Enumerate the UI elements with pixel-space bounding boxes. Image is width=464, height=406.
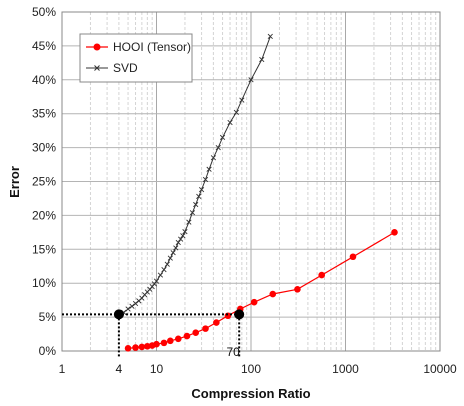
svd-point [161, 267, 167, 273]
legend-svd-marker [94, 65, 100, 71]
svd-point [189, 210, 196, 216]
axis-layer: 0% 5% 10% 15% 20% 25% 30% 35% 40% 45% 50% 1 10 100 100… [32, 5, 457, 376]
svd-point [173, 245, 179, 251]
annotation-layer: 4 70 [62, 309, 245, 376]
legend-hooi-marker [93, 43, 101, 51]
threshold-label: 70 [227, 345, 241, 359]
x-tick-label: 1000 [332, 362, 359, 376]
svd-point [267, 33, 273, 40]
grid-layer [62, 12, 440, 351]
svd-point [239, 97, 245, 103]
svd-point [164, 261, 170, 267]
svd-point [198, 187, 205, 193]
x-tick-label: 1 [59, 362, 66, 376]
svd-point [170, 250, 176, 256]
hooi-point [183, 332, 191, 340]
legend: HOOI (Tensor) SVD [79, 33, 193, 83]
svd-point [125, 306, 131, 312]
y-tick-label: 40% [32, 73, 56, 87]
hooi-point [144, 342, 151, 350]
x-tick-label: 10000 [423, 362, 457, 376]
svd-point [202, 176, 209, 183]
y-tick-label: 45% [32, 39, 56, 53]
hooi-point [153, 340, 160, 348]
hooi-point [167, 337, 174, 345]
svd-point [193, 201, 199, 208]
svd-point [175, 239, 181, 246]
y-tick-label: 10% [32, 276, 56, 290]
y-tick-label: 0% [39, 344, 57, 358]
y-tick-label: 25% [32, 175, 56, 189]
hooi-point [192, 329, 200, 336]
hooi-point [174, 335, 182, 343]
svd-point [210, 155, 217, 161]
hooi-point [202, 325, 209, 332]
y-tick-label: 20% [32, 208, 56, 222]
svd-point [153, 278, 160, 284]
hooi-point [160, 339, 168, 347]
hooi-point [213, 319, 220, 326]
legend-box [79, 33, 193, 83]
threshold-label: 4 [116, 362, 123, 376]
x-axis-title: Compression Ratio [191, 386, 310, 401]
hooi-point [349, 253, 357, 261]
threshold-marker [234, 309, 245, 320]
hooi-point [294, 286, 301, 293]
svd-point [219, 134, 226, 141]
y-axis-title: Error [7, 166, 22, 198]
hooi-point [269, 290, 277, 298]
hooi-point [132, 344, 139, 351]
plot-frame [61, 11, 441, 352]
svd-point [196, 193, 202, 200]
threshold-marker [113, 309, 124, 320]
svd-point [227, 119, 233, 126]
legend-svd-label: SVD [113, 61, 138, 75]
y-tick-label: 30% [32, 141, 56, 155]
svd-point [248, 77, 254, 83]
svd-point [233, 109, 239, 115]
hooi-point [250, 298, 258, 306]
svd-point [157, 272, 164, 278]
svd-point [129, 303, 135, 309]
y-tick-label: 5% [39, 310, 57, 324]
svd-point [167, 255, 173, 261]
svd-point [215, 144, 221, 151]
y-tick-label: 50% [32, 5, 56, 19]
y-tick-label: 15% [32, 242, 56, 256]
svd-point [178, 236, 184, 242]
hooi-point [391, 229, 398, 236]
hooi-point [318, 271, 326, 279]
hooi-point [124, 344, 132, 352]
svd-point [180, 233, 186, 239]
svd-point [206, 166, 212, 172]
svd-point [186, 219, 192, 225]
y-tick-label: 35% [32, 107, 56, 121]
svd-point [259, 56, 265, 63]
svd-point [182, 229, 188, 235]
x-tick-label: 100 [241, 362, 261, 376]
legend-hooi-label: HOOI (Tensor) [113, 40, 191, 54]
x-tick-label: 10 [150, 362, 164, 376]
hooi-point [138, 343, 146, 351]
